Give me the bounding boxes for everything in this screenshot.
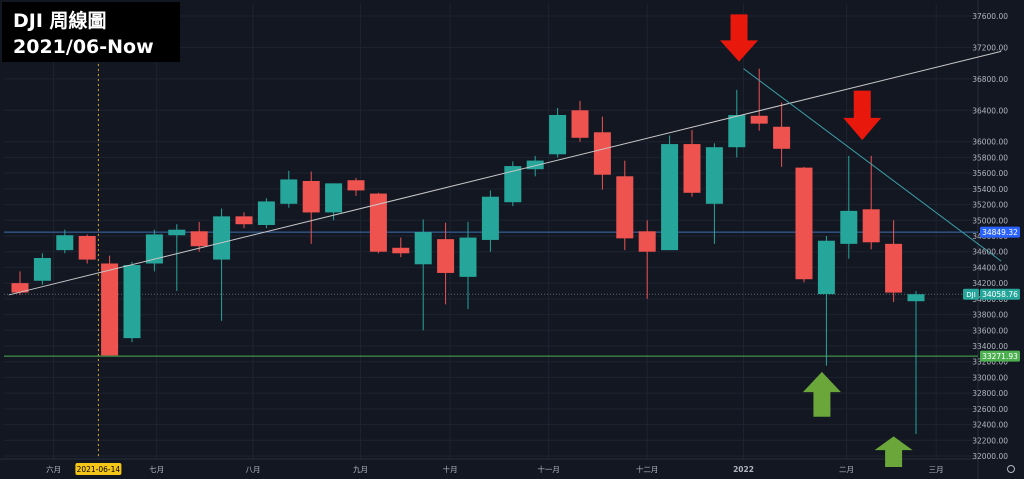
candle-body: [593, 132, 611, 175]
y-tick-label: 33600.00: [972, 326, 1008, 335]
candle-body: [414, 232, 432, 265]
x-tick-label: 二月: [839, 465, 854, 474]
x-tick-label: 十一月: [537, 464, 560, 474]
candle-body: [773, 126, 791, 149]
arrow-up-icon: [874, 436, 913, 467]
chart-title-box: DJI 周線圖 2021/06-Now: [2, 2, 180, 62]
resistance-price-tag-bg: [980, 226, 1020, 238]
y-tick-label: 33000.00: [972, 373, 1008, 382]
candle-body: [481, 196, 499, 240]
x-tick-label: 七月: [149, 465, 164, 474]
y-tick-label: 36400.00: [972, 106, 1008, 115]
candle-body: [705, 147, 723, 204]
candle-body: [616, 176, 634, 239]
candle-body: [661, 144, 679, 251]
y-tick-label: 35400.00: [972, 185, 1008, 194]
settings-gear-icon[interactable]: [1007, 465, 1015, 473]
chart-title-symbol: DJI 周線圖: [13, 10, 107, 32]
x-tick-label: 十二月: [636, 464, 659, 474]
y-tick-label: 34600.00: [972, 248, 1008, 257]
candle-body: [459, 237, 477, 277]
y-tick-label: 37200.00: [972, 43, 1008, 52]
y-tick-label: 34400.00: [972, 263, 1008, 272]
current-price-tag-bg: [980, 288, 1020, 300]
candle-body: [78, 236, 96, 260]
candle-body: [213, 216, 231, 260]
candle-body: [235, 216, 253, 225]
y-tick-label: 32400.00: [972, 421, 1008, 430]
x-tick-label: 2022: [733, 465, 754, 474]
trendline-falling: [743, 68, 1002, 262]
candle-body: [817, 240, 835, 295]
x-tick-label: 九月: [353, 465, 368, 474]
y-tick-label: 32000.00: [972, 452, 1008, 461]
candle-body: [347, 180, 365, 191]
candle-body: [504, 166, 522, 203]
y-tick-label: 32600.00: [972, 405, 1008, 414]
x-tick-label: 六月: [46, 464, 61, 474]
symbol-tag: DJI: [966, 291, 976, 299]
trendline-rising: [8, 50, 1002, 296]
y-tick-label: 33400.00: [972, 342, 1008, 351]
candle-body: [571, 110, 589, 138]
candle-body: [190, 231, 208, 247]
arrow-down-icon: [843, 90, 882, 141]
arrow-up-icon: [802, 371, 841, 417]
candle-body: [11, 283, 29, 293]
y-tick-label: 32200.00: [972, 436, 1008, 445]
candle-body: [549, 115, 567, 155]
y-tick-label: 33200.00: [972, 358, 1008, 367]
y-tick-label: 35000.00: [972, 216, 1008, 225]
candle-body: [145, 234, 163, 264]
candle-body: [302, 181, 320, 213]
candle-body: [33, 258, 51, 281]
x-tick-label: 八月: [245, 465, 260, 474]
candle-body: [123, 265, 141, 339]
y-tick-label: 36000.00: [972, 138, 1008, 147]
candle-body: [683, 144, 701, 193]
candle-body: [168, 229, 186, 236]
y-tick-label: 35600.00: [972, 169, 1008, 178]
candle-body: [862, 209, 880, 243]
candle-body: [325, 183, 343, 213]
candle-body: [885, 243, 903, 293]
x-tick-highlight-bg: [75, 463, 122, 475]
candle-body: [56, 235, 74, 251]
current-price-tag: 34058.76: [982, 290, 1018, 299]
y-tick-label: 32800.00: [972, 389, 1008, 398]
resistance-price-tag: 34849.32: [982, 228, 1018, 237]
candle-body: [526, 160, 544, 170]
candle-body: [101, 263, 119, 356]
candle-body: [369, 193, 387, 252]
candle-body: [280, 179, 298, 204]
support-price-tag-bg: [980, 350, 1020, 362]
y-tick-label: 36800.00: [972, 75, 1008, 84]
candle-body: [907, 294, 925, 302]
y-tick-label: 35200.00: [972, 201, 1008, 210]
support-price-tag: 33271.93: [982, 352, 1018, 361]
arrow-down-icon: [720, 14, 759, 62]
symbol-tag-bg: [963, 288, 979, 300]
y-tick-label: 34200.00: [972, 279, 1008, 288]
candle-body: [840, 210, 858, 244]
candle-body: [795, 167, 813, 280]
y-tick-label: 35800.00: [972, 153, 1008, 162]
candle-body: [638, 231, 656, 252]
y-tick-label: 37600.00: [972, 12, 1008, 21]
chart-title-range: 2021/06-Now: [13, 36, 154, 58]
candle-body: [750, 115, 768, 124]
x-tick-label: 三月: [929, 465, 944, 474]
candle-body: [437, 239, 455, 273]
candle-body: [257, 201, 275, 225]
x-tick-label: 十月: [443, 464, 458, 474]
candle-body: [728, 115, 746, 148]
y-tick-label: 33800.00: [972, 311, 1008, 320]
x-tick-label-highlight: 2021-06-14: [77, 465, 121, 474]
candle-body: [392, 247, 410, 254]
